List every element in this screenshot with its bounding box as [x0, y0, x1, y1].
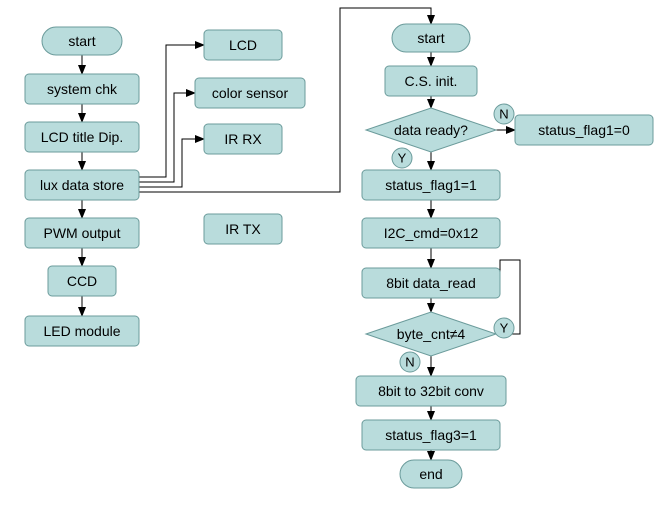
node-end: end: [400, 460, 462, 488]
node-start_l: start: [42, 27, 122, 55]
badge-N2: N: [400, 352, 420, 372]
node-label-lcdtitle: LCD title Dip.: [41, 129, 123, 145]
node-lcdtitle: LCD title Dip.: [25, 122, 139, 152]
edge-luxdata-lcd: [139, 45, 204, 177]
node-label-syschk: system chk: [47, 81, 118, 97]
node-start_r: start: [392, 24, 470, 52]
node-label-sflag3: status_flag3=1: [385, 427, 477, 443]
badge-label-N2: N: [405, 355, 414, 370]
badge-Y2: Y: [494, 318, 514, 338]
node-sflag1_0: status_flag1=0: [515, 115, 653, 145]
node-sflag1_1: status_flag1=1: [362, 170, 500, 200]
node-irtx: IR TX: [204, 214, 282, 244]
node-lcd: LCD: [204, 30, 282, 60]
node-label-readbit: 8bit data_read: [386, 275, 476, 291]
node-conv: 8bit to 32bit conv: [356, 376, 506, 406]
node-label-bytecnt: byte_cnt≠4: [397, 326, 466, 342]
edge-luxdata-colorsens: [139, 93, 195, 182]
badge-N1: N: [494, 104, 514, 124]
node-label-sflag1_0: status_flag1=0: [538, 122, 630, 138]
node-colorsens: color sensor: [195, 78, 305, 108]
node-label-csinit: C.S. init.: [405, 73, 458, 89]
node-label-ccd: CCD: [67, 273, 97, 289]
node-label-start_r: start: [417, 30, 444, 46]
badge-label-N1: N: [499, 107, 508, 122]
node-pwmout: PWM output: [25, 218, 139, 248]
node-csinit: C.S. init.: [385, 66, 477, 96]
node-label-colorsens: color sensor: [212, 85, 289, 101]
node-label-conv: 8bit to 32bit conv: [378, 383, 484, 399]
node-bytecnt: byte_cnt≠4: [366, 312, 496, 356]
node-label-luxdata: lux data store: [40, 177, 124, 193]
node-irrx: IR RX: [204, 124, 282, 154]
node-syschk: system chk: [25, 74, 139, 104]
edge-luxdata-irrx: [139, 139, 204, 187]
node-label-pwmout: PWM output: [43, 225, 120, 241]
node-label-end: end: [419, 466, 442, 482]
node-label-i2ccmd: I2C_cmd=0x12: [384, 225, 479, 241]
node-label-sflag1_1: status_flag1=1: [385, 177, 477, 193]
node-ledmod: LED module: [25, 316, 139, 346]
node-label-ledmod: LED module: [43, 323, 120, 339]
node-dataready: data ready?: [366, 108, 496, 152]
node-label-lcd: LCD: [229, 37, 257, 53]
node-luxdata: lux data store: [25, 170, 139, 200]
node-readbit: 8bit data_read: [362, 268, 500, 298]
node-label-start_l: start: [68, 33, 95, 49]
node-label-irrx: IR RX: [224, 131, 262, 147]
node-label-irtx: IR TX: [225, 221, 261, 237]
node-i2ccmd: I2C_cmd=0x12: [362, 218, 500, 248]
badge-label-Y1: Y: [398, 151, 407, 166]
node-ccd: CCD: [48, 266, 116, 296]
badge-label-Y2: Y: [500, 321, 509, 336]
node-label-dataready: data ready?: [394, 122, 468, 138]
badge-Y1: Y: [392, 148, 412, 168]
node-sflag3: status_flag3=1: [362, 420, 500, 450]
nodes-layer: start system chk LCD title Dip. lux data st…: [25, 24, 653, 488]
